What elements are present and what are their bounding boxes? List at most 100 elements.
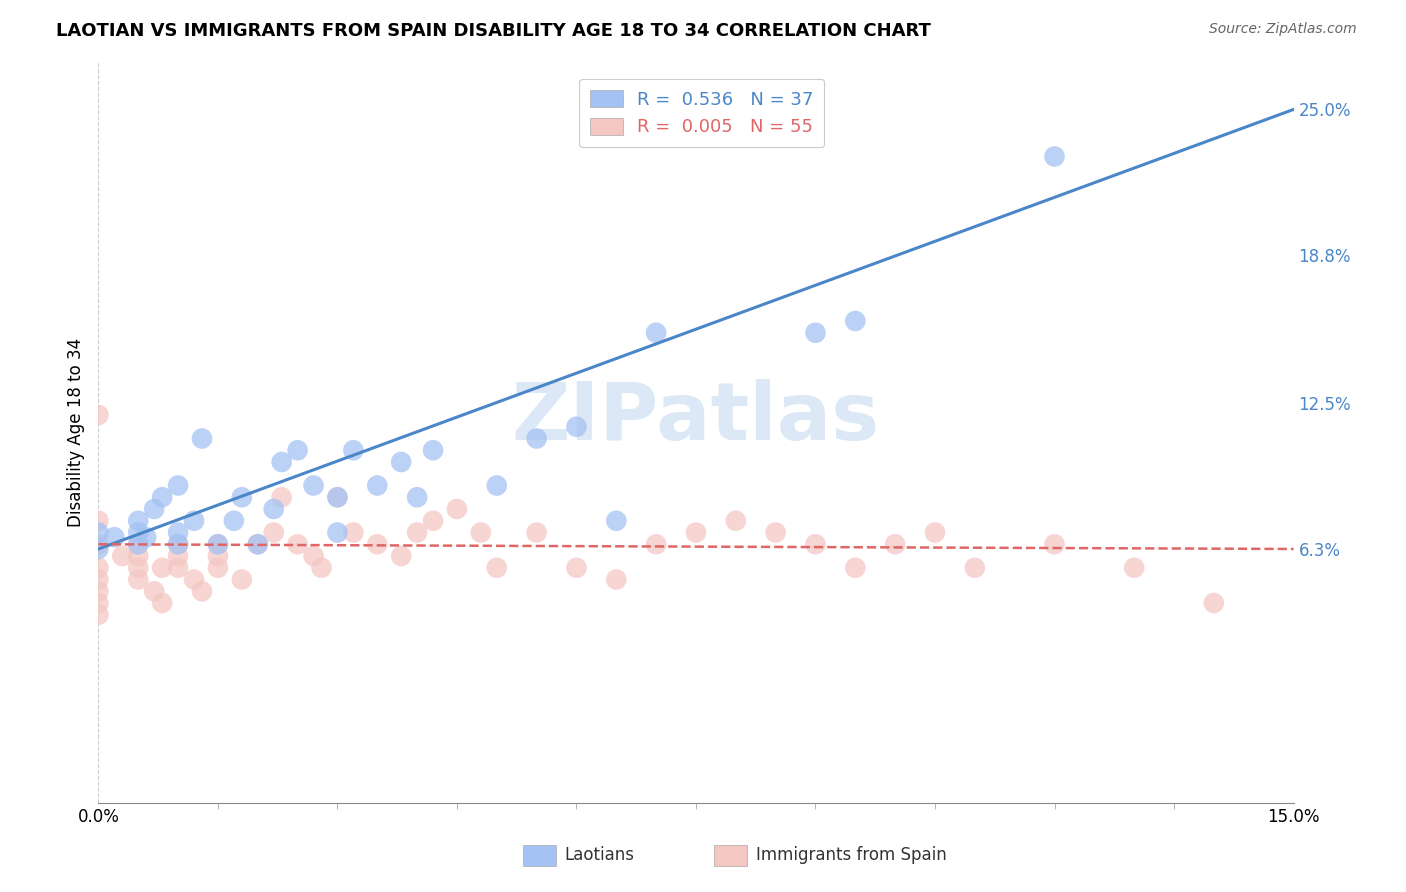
Point (287, 443, 309, 458)
Point (270, 455, 292, 469)
Point (87, 537, 110, 551)
Text: ZIPatlas: ZIPatlas (512, 379, 880, 457)
Point (87, 596, 110, 610)
Point (87, 573, 110, 587)
Point (263, 502, 285, 516)
Point (87, 525, 110, 540)
Point (565, 419, 588, 434)
Point (605, 573, 627, 587)
Point (87, 561, 110, 575)
Point (183, 573, 205, 587)
Point (183, 514, 205, 528)
Y-axis label: Disability Age 18 to 34: Disability Age 18 to 34 (66, 338, 84, 527)
Point (167, 478, 190, 492)
Point (724, 514, 747, 528)
Point (207, 537, 229, 551)
FancyBboxPatch shape (523, 845, 557, 866)
Point (326, 490, 349, 504)
Point (804, 537, 827, 551)
Point (207, 549, 229, 563)
Point (87, 408, 110, 422)
Point (135, 530, 157, 544)
Point (127, 514, 149, 528)
Point (127, 561, 149, 575)
Point (342, 443, 364, 458)
Point (191, 584, 214, 599)
Point (342, 525, 364, 540)
Point (167, 561, 190, 575)
Point (143, 584, 166, 599)
Legend: R =  0.536   N = 37, R =  0.005   N = 55: R = 0.536 N = 37, R = 0.005 N = 55 (579, 78, 824, 147)
Point (485, 561, 508, 575)
Point (143, 502, 166, 516)
Point (103, 530, 125, 544)
Point (844, 561, 866, 575)
Point (207, 561, 229, 575)
Point (645, 326, 668, 340)
Point (924, 525, 946, 540)
Point (366, 478, 388, 492)
Point (246, 537, 269, 551)
Point (87, 584, 110, 599)
Point (302, 549, 325, 563)
Point (446, 502, 468, 516)
Point (326, 490, 349, 504)
Point (685, 525, 707, 540)
Point (87, 607, 110, 622)
Point (191, 432, 214, 446)
Point (150, 490, 173, 504)
Point (1043, 537, 1066, 551)
Point (127, 573, 149, 587)
Point (470, 525, 492, 540)
Point (422, 514, 444, 528)
Text: LAOTIAN VS IMMIGRANTS FROM SPAIN DISABILITY AGE 18 TO 34 CORRELATION CHART: LAOTIAN VS IMMIGRANTS FROM SPAIN DISABIL… (56, 22, 931, 40)
Point (605, 514, 627, 528)
Point (485, 478, 508, 492)
Point (150, 596, 173, 610)
Point (389, 455, 412, 469)
Point (127, 537, 149, 551)
Text: Source: ZipAtlas.com: Source: ZipAtlas.com (1209, 22, 1357, 37)
Text: Laotians: Laotians (565, 846, 634, 863)
Point (1123, 561, 1146, 575)
Point (231, 573, 253, 587)
Point (287, 537, 309, 551)
Point (111, 549, 134, 563)
Point (270, 490, 292, 504)
Point (389, 549, 412, 563)
Point (422, 443, 444, 458)
Point (804, 326, 827, 340)
Point (884, 537, 907, 551)
Text: Immigrants from Spain: Immigrants from Spain (756, 846, 946, 863)
Point (302, 478, 325, 492)
Point (167, 537, 190, 551)
Point (526, 525, 548, 540)
Point (127, 525, 149, 540)
Point (526, 432, 548, 446)
Point (231, 490, 253, 504)
Point (565, 561, 588, 575)
Point (246, 537, 269, 551)
Point (222, 514, 245, 528)
Point (127, 537, 149, 551)
Point (207, 537, 229, 551)
Point (844, 314, 866, 328)
Point (1043, 149, 1066, 163)
Point (765, 525, 787, 540)
Point (406, 490, 429, 504)
Point (127, 549, 149, 563)
Point (406, 525, 429, 540)
Point (645, 537, 668, 551)
Point (326, 525, 349, 540)
Point (87, 514, 110, 528)
Point (1202, 596, 1225, 610)
Point (150, 561, 173, 575)
Point (167, 549, 190, 563)
FancyBboxPatch shape (714, 845, 748, 866)
Point (167, 537, 190, 551)
Point (311, 561, 333, 575)
Point (87, 541, 110, 556)
Point (963, 561, 986, 575)
Point (263, 525, 285, 540)
Point (167, 525, 190, 540)
